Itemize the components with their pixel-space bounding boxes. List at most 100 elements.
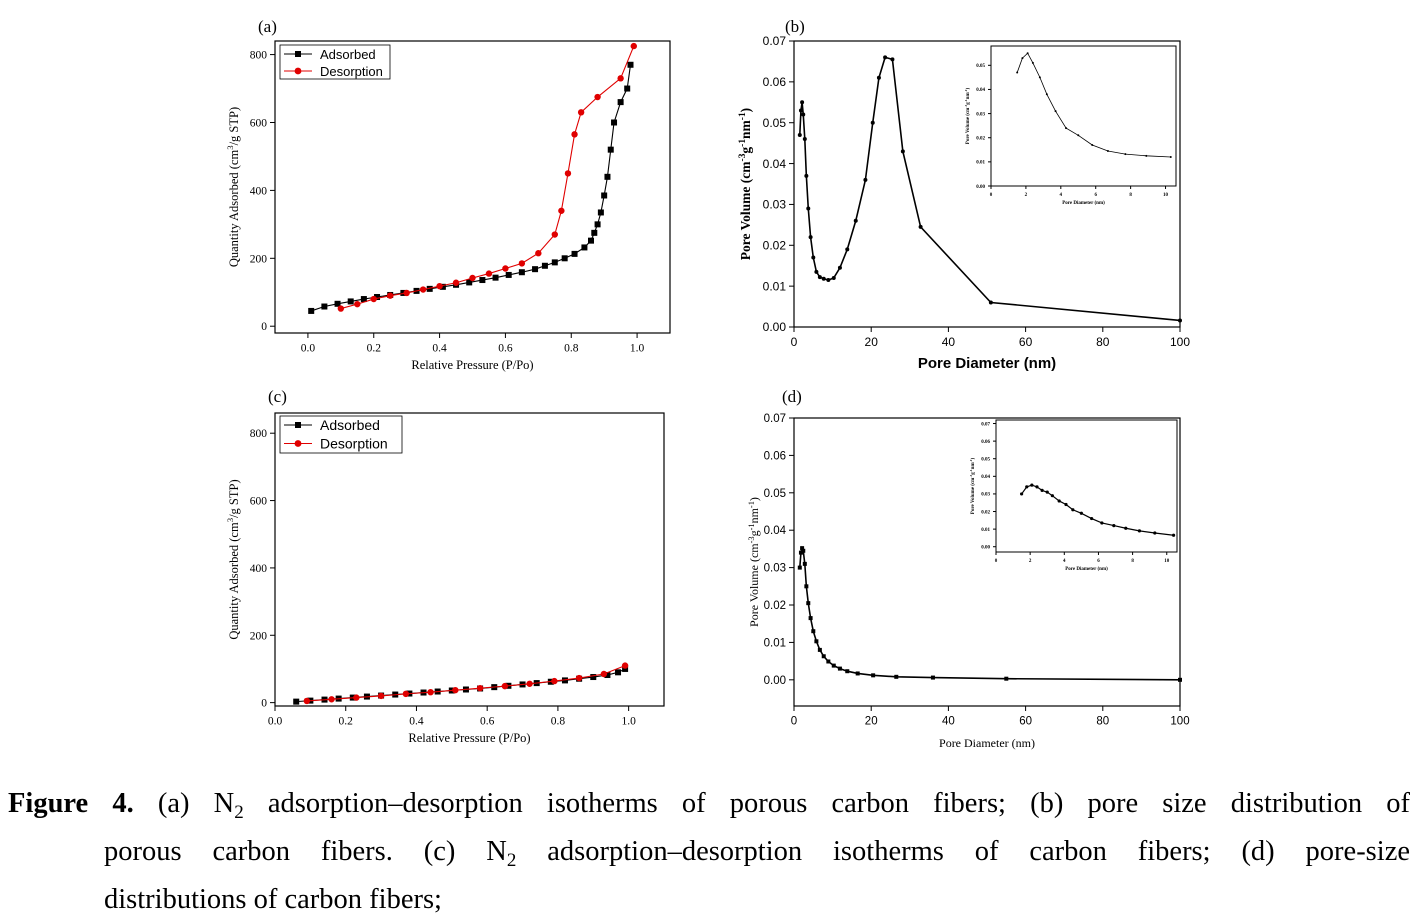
panel-a-data-point bbox=[518, 260, 526, 267]
panel-b-x-axis-label: Pore Diameter (nm) bbox=[918, 355, 1056, 372]
panel-c-data-point bbox=[328, 696, 335, 703]
panel-a-data-point bbox=[347, 298, 354, 305]
panel-a-data-point bbox=[439, 283, 446, 290]
panel-a-data-point bbox=[577, 109, 585, 116]
panel-a-data-point bbox=[505, 271, 512, 278]
panel-d-inset-data-point bbox=[1040, 488, 1044, 492]
panel-d-data-point bbox=[837, 666, 842, 671]
panel-a-data-point bbox=[541, 262, 548, 269]
panel-d-data-point bbox=[894, 674, 899, 679]
panel-a-data-point bbox=[597, 209, 604, 216]
caption-line-2: porous carbon fibers. (c) N2 adsorption–… bbox=[8, 832, 1410, 880]
panel-a-series-desorption bbox=[340, 45, 635, 310]
panel-c-data-point bbox=[452, 686, 459, 694]
d-inset-y-tick-label: 0.02 bbox=[981, 510, 990, 515]
panel-b-data-point bbox=[918, 224, 923, 229]
panel-b-inset-data-point bbox=[1091, 143, 1094, 146]
panel-a-data-point bbox=[321, 303, 328, 310]
panel-b: 0 20 40 60 80 1000.000.010.020.030.040.050.06… bbox=[738, 17, 1190, 372]
panel-c-series-desorption bbox=[306, 665, 626, 702]
panel-a-data-point bbox=[334, 300, 341, 307]
d-inset-x-tick-label: 0 bbox=[995, 559, 998, 564]
panel-c-data-point bbox=[377, 692, 385, 700]
panel-a-data-point bbox=[479, 277, 486, 284]
panel-d-data-point bbox=[800, 546, 805, 551]
panel-a-data-point bbox=[492, 274, 499, 281]
panel-b-data-point bbox=[817, 275, 822, 280]
b-inset-y-tick-label: 0.04 bbox=[976, 88, 985, 93]
panel-b-data-point bbox=[853, 218, 858, 223]
panel-d-data-point bbox=[826, 659, 831, 664]
panel-c-data-point bbox=[604, 672, 611, 679]
d-inset-x-tick-label: 8 bbox=[1131, 559, 1134, 564]
panel-d-data-point bbox=[814, 639, 819, 644]
a-plot-frame bbox=[274, 40, 671, 334]
panel-c-data-point bbox=[575, 674, 583, 682]
panel-d-data-point bbox=[817, 647, 822, 652]
panel-d-data-point bbox=[811, 629, 816, 634]
panel-d-data-point bbox=[806, 601, 811, 606]
panel-d-inset-data-point bbox=[1153, 531, 1157, 535]
panel-c: 0.0 0.2 0.4 0.6 0.8 1.0 0 200 400 600 800 (c) Relati… bbox=[225, 387, 665, 745]
panel-b-data-point bbox=[883, 55, 888, 60]
panel-b-y-axis-label: Pore Volume (cm-3g-1nm-1) bbox=[738, 108, 753, 260]
panel-b-data-point bbox=[890, 57, 895, 62]
panel-c-legend-marker bbox=[295, 422, 301, 428]
panel-d-inset-data-point bbox=[1050, 494, 1054, 498]
panel-d-inset-data-point bbox=[1071, 508, 1075, 512]
panel-d-inset-x-axis-label: Pore Diameter (nm) bbox=[1065, 567, 1108, 572]
c-y-tick-label: 200 bbox=[250, 630, 268, 642]
panel-b-inset-data-point bbox=[1169, 156, 1172, 159]
panel-d-data-point bbox=[801, 548, 806, 553]
panel-c-data-point bbox=[303, 697, 311, 705]
figure-caption: Figure 4. (a) N2 adsorption–desorption i… bbox=[8, 784, 1410, 919]
panel-d-inset-data-point bbox=[1057, 499, 1061, 503]
panel-a-data-point bbox=[436, 282, 443, 290]
b-inset-x-tick-label: 10 bbox=[1163, 193, 1169, 198]
d-y-tick-label: 0.04 bbox=[764, 525, 787, 537]
panel-b-data-point bbox=[811, 255, 816, 260]
panel-a-data-point bbox=[594, 93, 601, 101]
panel-a: 0.0 0.2 0.4 0.6 0.8 1.0 0 200 400 600 800 (a) Relati… bbox=[225, 17, 671, 372]
caption-label: Figure 4. bbox=[8, 788, 134, 819]
d-x-tick-label: 0 bbox=[791, 716, 797, 728]
panel-b-data-point bbox=[900, 149, 905, 154]
panel-c-data-point bbox=[621, 662, 629, 669]
caption-text-1b: adsorption–desorption isotherms of porou… bbox=[243, 788, 1410, 819]
panel-d-data-point bbox=[798, 550, 803, 555]
d-x-tick-label: 40 bbox=[942, 716, 955, 728]
c-x-tick-label: 1.0 bbox=[621, 716, 636, 728]
panel-d-inset-y-axis-label: Pore Volume (cm-3g-1nm-1) bbox=[969, 457, 976, 514]
b-y-tick-label: 0.02 bbox=[763, 238, 787, 252]
panel-b-inset-data-point bbox=[1054, 110, 1057, 113]
panel-a-data-point bbox=[374, 294, 381, 301]
c-plot-frame bbox=[274, 412, 665, 707]
panel-b-inset-series bbox=[1016, 52, 1171, 158]
panel-a-data-point bbox=[627, 61, 634, 68]
a-x-tick-label: 0.4 bbox=[432, 343, 447, 355]
b-x-tick-label: 80 bbox=[1096, 335, 1110, 349]
panel-c-data-point bbox=[590, 674, 597, 681]
panel-a-data-point bbox=[624, 85, 631, 92]
panel-b-data-point bbox=[876, 75, 881, 80]
c-x-tick-label: 0.6 bbox=[480, 716, 495, 728]
panel-c-data-point bbox=[615, 669, 622, 676]
caption-subscript-1: 2 bbox=[234, 802, 244, 823]
a-x-tick-label: 0.0 bbox=[301, 343, 316, 355]
panel-a-data-point bbox=[308, 307, 315, 314]
panel-b-data-point bbox=[797, 132, 802, 137]
panel-d-inset-data-point bbox=[1020, 492, 1024, 496]
b-inset-y-tick-label: 0.05 bbox=[976, 64, 985, 69]
b-inset-plot-frame bbox=[990, 45, 1177, 187]
d-y-tick-label: 0.01 bbox=[764, 637, 786, 649]
panel-c-legend-label: Adsorbed bbox=[320, 417, 380, 433]
panel-b-data-point bbox=[814, 269, 819, 274]
panel-d-inset-data-point bbox=[1025, 485, 1029, 489]
c-x-tick-label: 0.0 bbox=[268, 716, 283, 728]
panel-c-data-point bbox=[402, 690, 410, 698]
d-y-tick-label: 0.02 bbox=[764, 600, 786, 612]
a-y-tick-label: 200 bbox=[250, 253, 268, 265]
a-x-tick-label: 0.2 bbox=[367, 343, 382, 355]
panel-a-data-point bbox=[581, 244, 588, 251]
b-inset-y-tick-label: 0.03 bbox=[976, 112, 985, 117]
